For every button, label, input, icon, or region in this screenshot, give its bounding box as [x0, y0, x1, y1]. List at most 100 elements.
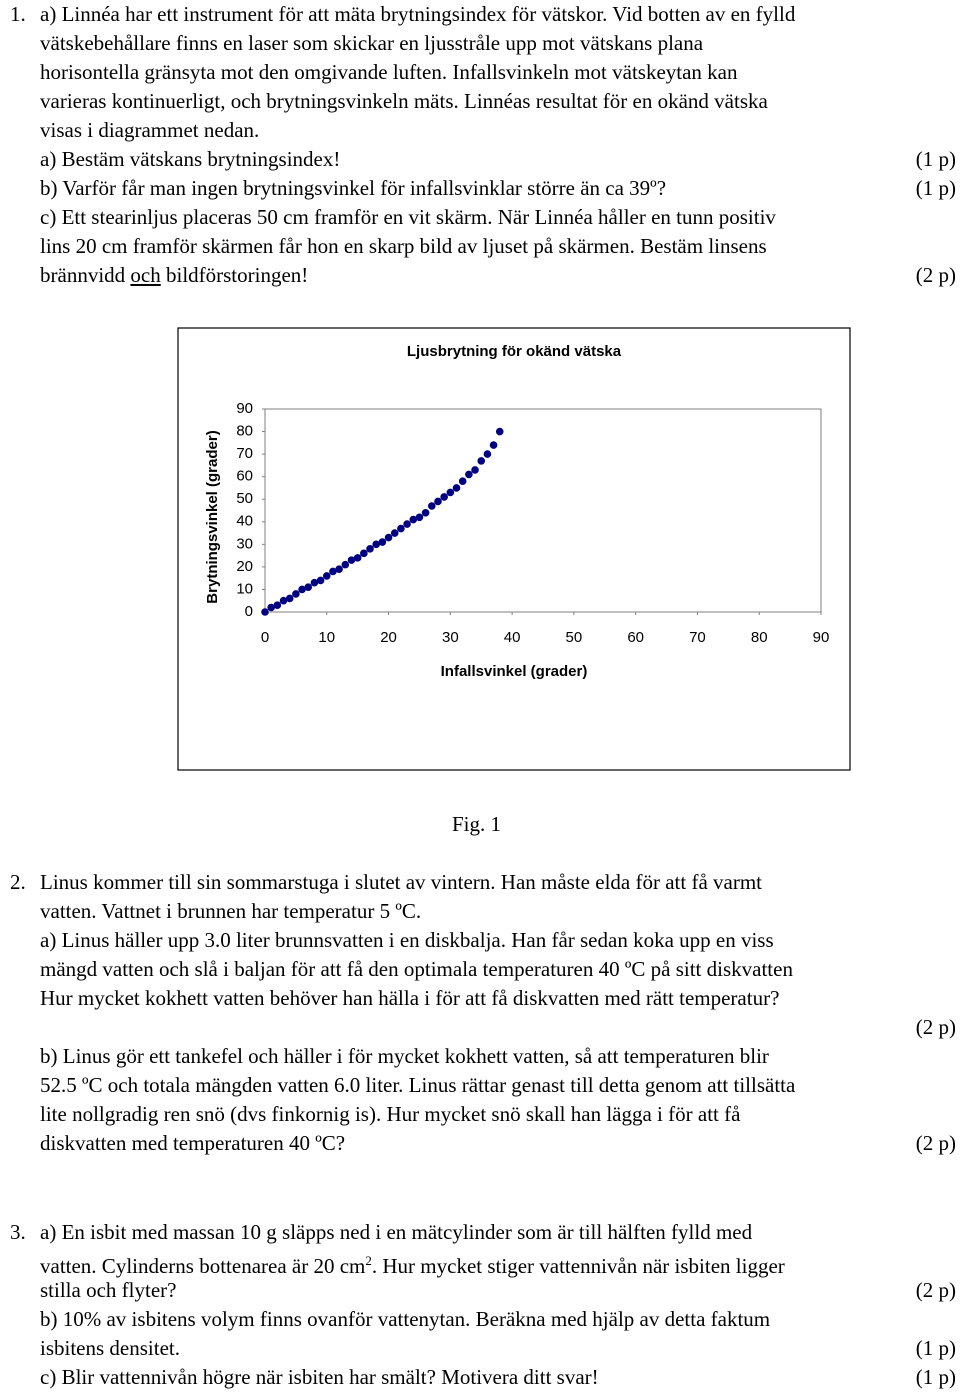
- data-point: [322, 572, 331, 580]
- text-line: stilla och flyter?: [40, 1278, 177, 1302]
- y-tick-label: 20: [236, 558, 253, 575]
- y-tick-label: 10: [236, 580, 253, 597]
- points: (2 p): [915, 1131, 956, 1155]
- data-point: [304, 583, 313, 591]
- x-tick-label: 50: [566, 629, 583, 646]
- data-point: [341, 560, 350, 569]
- points: (2 p): [915, 263, 956, 287]
- points: (2 p): [915, 1278, 956, 1302]
- text-line: c) Blir vattennivån högre när isbiten ha…: [40, 1365, 599, 1389]
- question-number: 2.: [10, 870, 26, 894]
- data-point: [465, 470, 473, 479]
- data-point: [434, 497, 442, 506]
- text-line: horisontella gränsyta mot den omgivande …: [40, 60, 738, 84]
- y-tick-label: 60: [236, 468, 253, 485]
- text-line: b) Linus gör ett tankefel och häller i f…: [40, 1044, 769, 1068]
- text-line: a) Linnéa har ett instrument för att mät…: [40, 2, 796, 26]
- data-point: [261, 608, 269, 616]
- question-number: 1.: [10, 2, 26, 26]
- data-point: [440, 493, 448, 501]
- text-segment: vatten. Cylinderns bottenarea är 20 cm: [40, 1254, 366, 1278]
- x-tick-label: 30: [442, 629, 459, 646]
- data-point: [279, 596, 288, 605]
- data-point: [446, 488, 455, 497]
- x-tick-label: 70: [689, 629, 706, 646]
- data-point: [403, 520, 411, 528]
- text-line: vatten. Vattnet i brunnen har temperatur…: [40, 899, 422, 923]
- x-tick-label: 60: [627, 629, 644, 646]
- y-tick-label: 40: [236, 513, 253, 530]
- text-line: c) Ett stearinljus placeras 50 cm framfö…: [40, 205, 776, 229]
- data-point: [366, 545, 374, 553]
- text-line: a) Bestäm vätskans brytningsindex!: [40, 147, 341, 171]
- text-line: Hur mycket kokhett vatten behöver han hä…: [40, 986, 780, 1010]
- text-line: a) En isbit med massan 10 g släpps ned i…: [40, 1220, 753, 1244]
- text-line: visas i diagrammet nedan.: [40, 118, 260, 142]
- text-line: mängd vatten och slå i baljan för att få…: [40, 957, 793, 981]
- text-segment: . Hur mycket stiger vattennivån när isbi…: [371, 1254, 785, 1278]
- x-tick-label: 40: [504, 629, 521, 646]
- points: (1 p): [915, 1365, 956, 1389]
- text-line: lite nollgradig ren snö (dvs finkornig i…: [40, 1102, 741, 1126]
- data-point: [458, 477, 467, 485]
- data-point: [428, 502, 436, 510]
- x-tick-label: 80: [751, 629, 768, 646]
- data-point: [347, 556, 356, 564]
- text-line: isbitens densitet.: [40, 1336, 180, 1360]
- data-point: [316, 576, 325, 585]
- data-point: [477, 457, 486, 465]
- underlined-word: och: [130, 263, 161, 287]
- text-line: 52.5 ºC och totala mängden vatten 6.0 li…: [40, 1073, 796, 1097]
- text-line: b) 10% av isbitens volym finns ovanför v…: [40, 1307, 771, 1331]
- y-tick-label: 90: [236, 400, 253, 417]
- x-tick-label: 10: [318, 629, 335, 646]
- points: (1 p): [915, 176, 956, 200]
- points: (1 p): [915, 147, 956, 171]
- data-point: [471, 466, 479, 474]
- chart-title: Ljusbrytning för okänd vätska: [407, 343, 622, 360]
- points: (2 p): [915, 1015, 956, 1039]
- data-point: [298, 585, 306, 594]
- y-tick-label: 0: [245, 603, 253, 620]
- text-segment: brännvidd: [40, 263, 131, 287]
- text-line: varieras kontinuerligt, och brytningsvin…: [40, 89, 768, 113]
- x-axis-label: Infallsvinkel (grader): [441, 663, 588, 680]
- y-tick-label: 80: [236, 423, 253, 440]
- data-point: [495, 427, 504, 436]
- y-tick-label: 30: [236, 535, 253, 552]
- data-point: [397, 524, 405, 533]
- text-line: vatten. Cylinderns bottenarea är 20 cm2.…: [40, 1247, 785, 1280]
- data-point: [452, 484, 461, 492]
- data-point: [384, 533, 393, 542]
- figure-caption: Fig. 1: [452, 812, 502, 836]
- points: (1 p): [915, 1336, 956, 1360]
- text-line: a) Linus häller upp 3.0 liter brunnsvatt…: [40, 928, 774, 952]
- text-line: b) Varför får man ingen brytningsvinkel …: [40, 176, 667, 200]
- plot-area: [264, 408, 822, 613]
- data-point: [273, 601, 282, 610]
- text-segment: bildförstoringen!: [160, 263, 309, 287]
- data-point: [409, 515, 418, 524]
- x-tick-label: 20: [380, 629, 397, 646]
- y-tick-label: 70: [236, 445, 253, 462]
- data-point: [285, 594, 294, 603]
- text-line: lins 20 cm framför skärmen får hon en sk…: [40, 234, 767, 258]
- data-point: [335, 565, 343, 573]
- data-point: [483, 450, 492, 458]
- y-axis-label: Brytningsvinkel (grader): [204, 430, 221, 603]
- text-line: Linus kommer till sin sommarstuga i slut…: [40, 870, 762, 894]
- data-point: [310, 578, 319, 587]
- data-point: [489, 441, 498, 449]
- data-point: [329, 567, 337, 576]
- data-point: [378, 538, 387, 546]
- data-point: [267, 603, 275, 612]
- x-tick-label: 90: [813, 629, 830, 646]
- data-point: [292, 590, 300, 598]
- question-number: 3.: [10, 1220, 26, 1244]
- text-line: vätskebehållare finns en laser som skick…: [40, 31, 704, 55]
- data-point: [372, 540, 381, 549]
- data-point: [390, 529, 399, 537]
- superscript: 2: [365, 1253, 372, 1268]
